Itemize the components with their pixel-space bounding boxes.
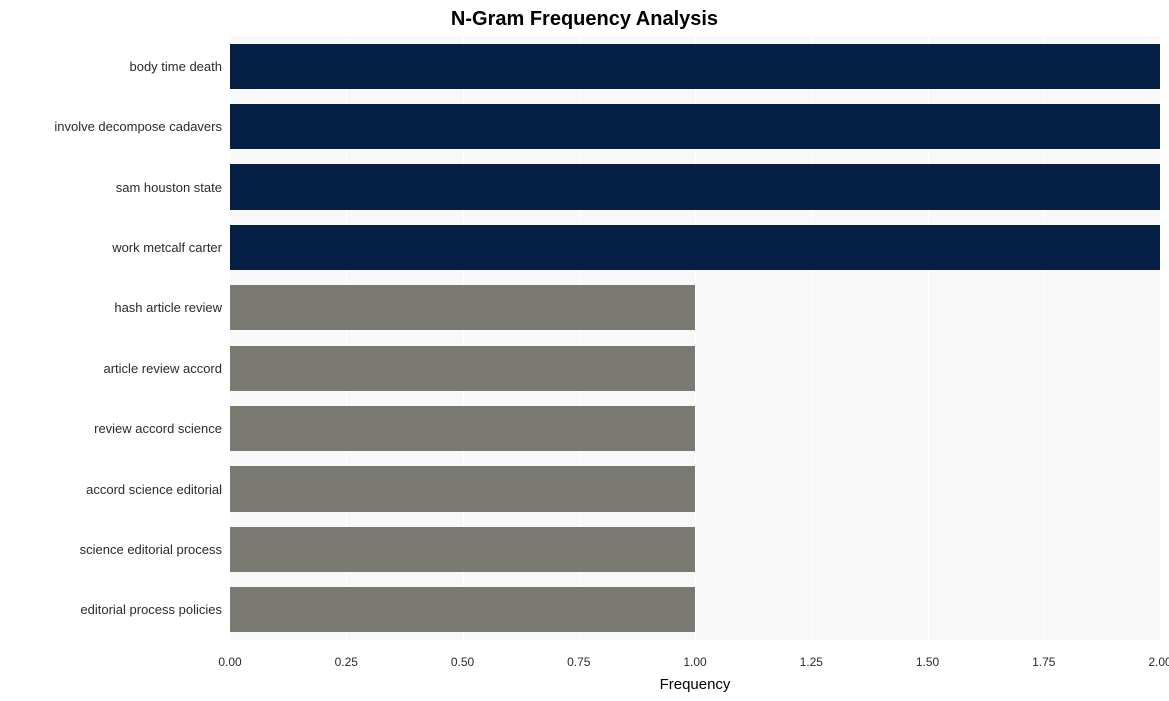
y-tick-label: work metcalf carter [4,241,222,254]
y-tick-label: article review accord [4,362,222,375]
bar [230,285,695,330]
x-tick-label: 1.00 [670,656,720,668]
y-tick-label: sam houston state [4,181,222,194]
chart-container: N-Gram Frequency Analysis body time deat… [0,0,1169,701]
bar [230,104,1160,149]
x-tick-label: 0.50 [438,656,488,668]
y-tick-label: body time death [4,60,222,73]
y-tick-label: review accord science [4,422,222,435]
x-tick-label: 0.00 [205,656,255,668]
chart-title: N-Gram Frequency Analysis [0,8,1169,31]
x-axis-title: Frequency [230,676,1160,693]
x-tick-label: 0.25 [321,656,371,668]
plot-area [230,36,1160,640]
x-tick-label: 1.25 [786,656,836,668]
bar [230,406,695,451]
grid-line [1160,36,1161,640]
x-tick-label: 0.75 [554,656,604,668]
bar [230,587,695,632]
bar [230,346,695,391]
bar [230,44,1160,89]
y-tick-label: involve decompose cadavers [4,120,222,133]
x-tick-label: 1.50 [903,656,953,668]
bar [230,164,1160,209]
x-tick-label: 2.00 [1135,656,1169,668]
bar [230,225,1160,270]
x-tick-label: 1.75 [1019,656,1069,668]
y-tick-label: accord science editorial [4,483,222,496]
y-tick-label: science editorial process [4,543,222,556]
y-tick-label: hash article review [4,301,222,314]
y-tick-label: editorial process policies [4,603,222,616]
bar [230,466,695,511]
bar [230,527,695,572]
